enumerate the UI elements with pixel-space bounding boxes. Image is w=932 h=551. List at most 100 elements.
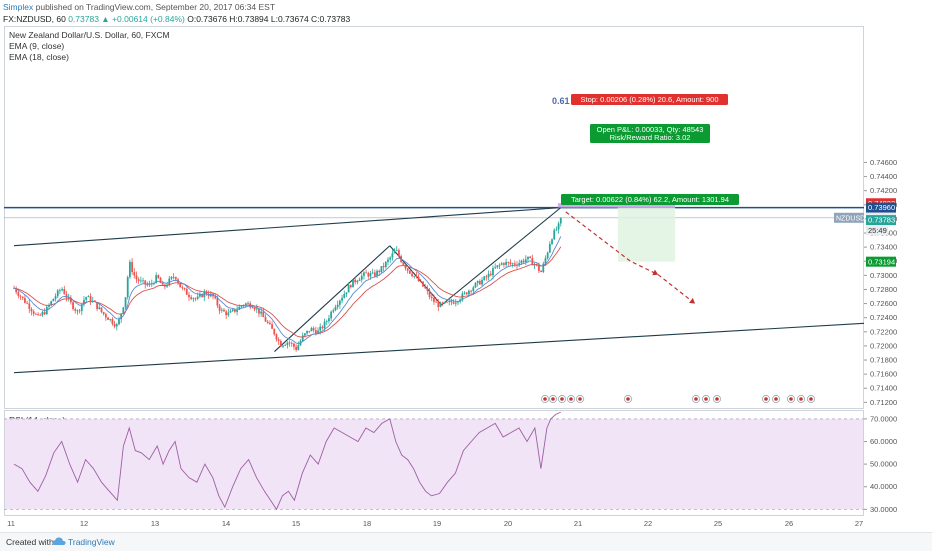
candle-body (332, 310, 335, 312)
rsi-line[interactable] (13, 411, 561, 511)
economic-event-flag-icon (809, 397, 813, 401)
candle-body (199, 294, 201, 297)
time-axis-label: 12 (80, 519, 88, 528)
candle-body (559, 217, 562, 224)
candle-body (476, 280, 479, 283)
stop-label-text: Stop: 0.00206 (0.28%) 20.6, Amount: 900 (580, 95, 718, 104)
candle-body (122, 307, 125, 314)
ema9-line[interactable] (13, 236, 562, 344)
candle-body (45, 306, 48, 315)
candle-body (424, 286, 427, 289)
candle-body (76, 310, 79, 312)
candle-body (170, 276, 173, 279)
candle-body (124, 297, 127, 308)
symbol-tag (834, 212, 864, 223)
price-axis-tick-label: 0.72600 (870, 299, 897, 308)
candle-body (468, 290, 470, 295)
candle-body (275, 334, 278, 340)
candle-body (474, 282, 477, 288)
candle-body (126, 277, 129, 298)
candle-body (183, 287, 186, 289)
candle-body (395, 250, 398, 252)
ema9-legend[interactable]: EMA (9, close) (9, 41, 65, 51)
candle-body (174, 277, 177, 280)
candle-body (83, 299, 85, 305)
target-price-badge (866, 256, 896, 267)
candle-body (448, 300, 451, 302)
candle-body (223, 309, 225, 312)
candle-body (69, 297, 72, 303)
candle-body (26, 302, 29, 304)
trendline[interactable] (274, 245, 391, 352)
candle-body (433, 298, 435, 302)
publish-info: Simplex published on TradingView.com, Se… (3, 2, 275, 12)
candle-body (483, 276, 486, 280)
candle-body (384, 261, 387, 268)
candle-body (28, 303, 31, 309)
candle-body (503, 263, 505, 265)
pnl-label-text: Open P&L: 0.00033, Qty: 48543 (597, 125, 704, 134)
trendline[interactable] (441, 207, 562, 306)
candle-body (415, 276, 418, 277)
candle-body (284, 344, 287, 346)
candle-body (417, 276, 420, 282)
candle-body (196, 296, 199, 299)
candle-body (214, 296, 217, 299)
candle-body (111, 319, 114, 324)
candle-body (78, 310, 81, 312)
trendline[interactable] (13, 322, 865, 374)
symbol-line: FX:NZDUSD, 60 (3, 14, 66, 24)
author-link[interactable]: Simplex (3, 2, 34, 12)
candle-body (422, 281, 424, 287)
candle-body (295, 346, 298, 350)
candle-body (32, 311, 35, 314)
time-axis-label: 15 (292, 519, 300, 528)
candle-body (492, 268, 494, 276)
candle-body (96, 302, 99, 309)
candle-body (67, 297, 70, 299)
candle-body (544, 258, 547, 264)
close-price-badge (866, 215, 896, 226)
symbol-tag-text: NZDUSD (836, 215, 865, 222)
candle-body (308, 330, 311, 332)
candle-body (115, 324, 118, 327)
target-label[interactable]: Target: 0.00622 (0.84%) 62.2, Amount: 13… (561, 194, 739, 205)
candle-body (378, 270, 381, 273)
candle-body (376, 270, 378, 277)
chart-canvas[interactable]: 0.746000.744000.742000.740000.738000.736… (0, 0, 932, 532)
candle-body (358, 279, 361, 281)
candle-body (216, 298, 219, 306)
pnl-label[interactable]: Open P&L: 0.00033, Qty: 48543Risk/Reward… (590, 124, 710, 143)
candle-body (139, 280, 142, 282)
candle-body (413, 276, 416, 277)
candle-body (454, 302, 457, 304)
candle-body (225, 311, 228, 316)
candle-body (260, 311, 263, 314)
candle-body (209, 293, 212, 297)
candle-body (240, 306, 243, 307)
candle-body (513, 263, 516, 265)
projection-path[interactable] (565, 211, 696, 305)
stop-zone[interactable] (557, 203, 676, 208)
time-axis-label: 14 (222, 519, 230, 528)
stop-label[interactable]: Stop: 0.00206 (0.28%) 20.6, Amount: 900 (571, 94, 728, 105)
candle-body (137, 279, 140, 282)
candle-body (518, 263, 521, 266)
candle-body (168, 278, 171, 285)
candle-body (277, 339, 280, 341)
time-axis-label: 27 (855, 519, 863, 528)
candle-body (406, 268, 409, 271)
ema18-line[interactable] (13, 246, 562, 338)
candle-body (37, 314, 39, 315)
candle-body (251, 307, 254, 309)
candle-body (548, 243, 551, 253)
trendline[interactable] (13, 207, 561, 247)
economic-event-flag-icon (704, 397, 708, 401)
ema18-legend[interactable]: EMA (18, close) (9, 52, 69, 62)
candle-body (30, 308, 33, 312)
price-axis-tick-label: 0.73000 (870, 271, 897, 280)
candle-body (312, 328, 315, 331)
candle-body (334, 306, 337, 311)
profit-zone[interactable] (617, 207, 676, 262)
tradingview-brand-link[interactable]: TradingView (68, 537, 115, 547)
